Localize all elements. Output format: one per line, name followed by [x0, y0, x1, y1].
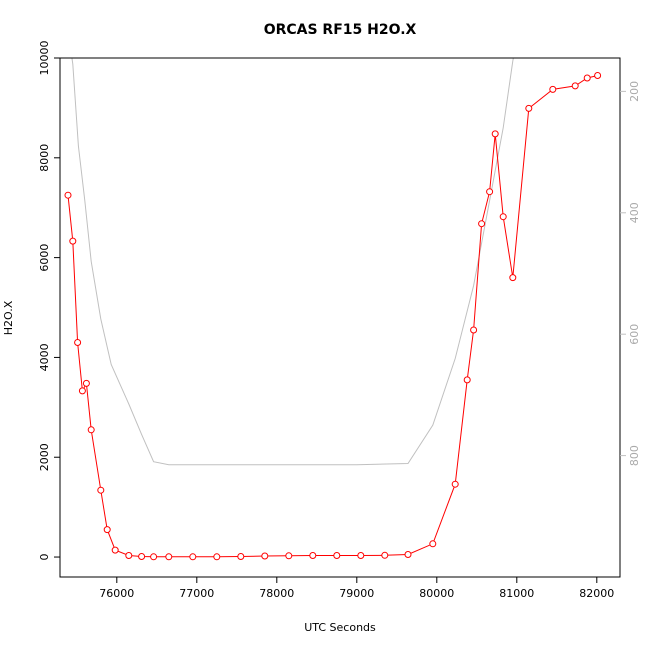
data-point [309, 552, 317, 559]
data-point [78, 387, 86, 395]
y-tick-label: 6000 [38, 244, 51, 272]
plot-frame [59, 57, 621, 578]
series-line-0 [67, 75, 598, 558]
y-tick-label: 8000 [38, 144, 51, 172]
secondary-series-line-0 [71, 58, 514, 466]
x-tick-label: 81000 [499, 587, 534, 600]
data-point [64, 191, 72, 199]
data-point [429, 540, 437, 548]
data-point [499, 213, 507, 221]
x-axis: 76000 77000 78000 79000 80000 81000 82000 [99, 577, 614, 600]
y-tick-label: 0 [38, 554, 51, 561]
data-point [470, 326, 478, 334]
data-point [357, 552, 365, 559]
data-point [97, 486, 105, 494]
data-point [509, 274, 517, 282]
data-point [333, 552, 341, 559]
data-point [285, 552, 293, 560]
data-point [486, 188, 494, 196]
x-tick-label: 77000 [179, 587, 214, 600]
data-point [451, 480, 459, 488]
data-point [103, 526, 111, 534]
data-point [74, 339, 82, 346]
data-point [111, 546, 119, 554]
data-point [82, 379, 90, 387]
data-point [165, 553, 173, 561]
data-point [478, 220, 486, 228]
chart-title: ORCAS RF15 H2O.X [264, 22, 417, 38]
y-axis-label: H2O.X [2, 300, 15, 335]
y2-tick-label: 600 [628, 324, 641, 345]
x-axis-label: UTC Seconds [304, 621, 376, 634]
y-tick-label: 10000 [38, 41, 51, 76]
y2-tick-label: 200 [628, 81, 641, 102]
data-point [549, 85, 557, 93]
x-tick-label: 78000 [259, 587, 294, 600]
data-point [463, 376, 471, 384]
y-tick-label: 4000 [38, 343, 51, 371]
secondary-y-axis: 200 400 600 800 [620, 81, 641, 466]
data-point [189, 553, 197, 561]
data-point [583, 74, 591, 82]
data-point [571, 82, 579, 90]
data-point [237, 553, 245, 560]
data-point [491, 130, 499, 138]
y-tick-label: 2000 [38, 443, 51, 471]
x-tick-label: 80000 [419, 587, 454, 600]
data-point [125, 552, 133, 559]
data-point [69, 237, 77, 245]
y-axis: 0 2000 4000 6000 8000 10000 [38, 41, 60, 561]
x-tick-label: 76000 [99, 587, 134, 600]
plot-area [64, 58, 602, 561]
data-point [404, 551, 412, 558]
x-tick-label: 82000 [579, 587, 614, 600]
y2-tick-label: 400 [628, 202, 641, 223]
data-point [261, 552, 269, 560]
data-point [87, 426, 95, 434]
y2-tick-label: 800 [628, 445, 641, 466]
x-tick-label: 79000 [339, 587, 374, 600]
data-point [138, 553, 146, 560]
data-point [213, 553, 221, 561]
data-point [150, 553, 158, 561]
data-point [525, 104, 533, 112]
data-point [381, 551, 389, 559]
data-point [594, 72, 602, 79]
